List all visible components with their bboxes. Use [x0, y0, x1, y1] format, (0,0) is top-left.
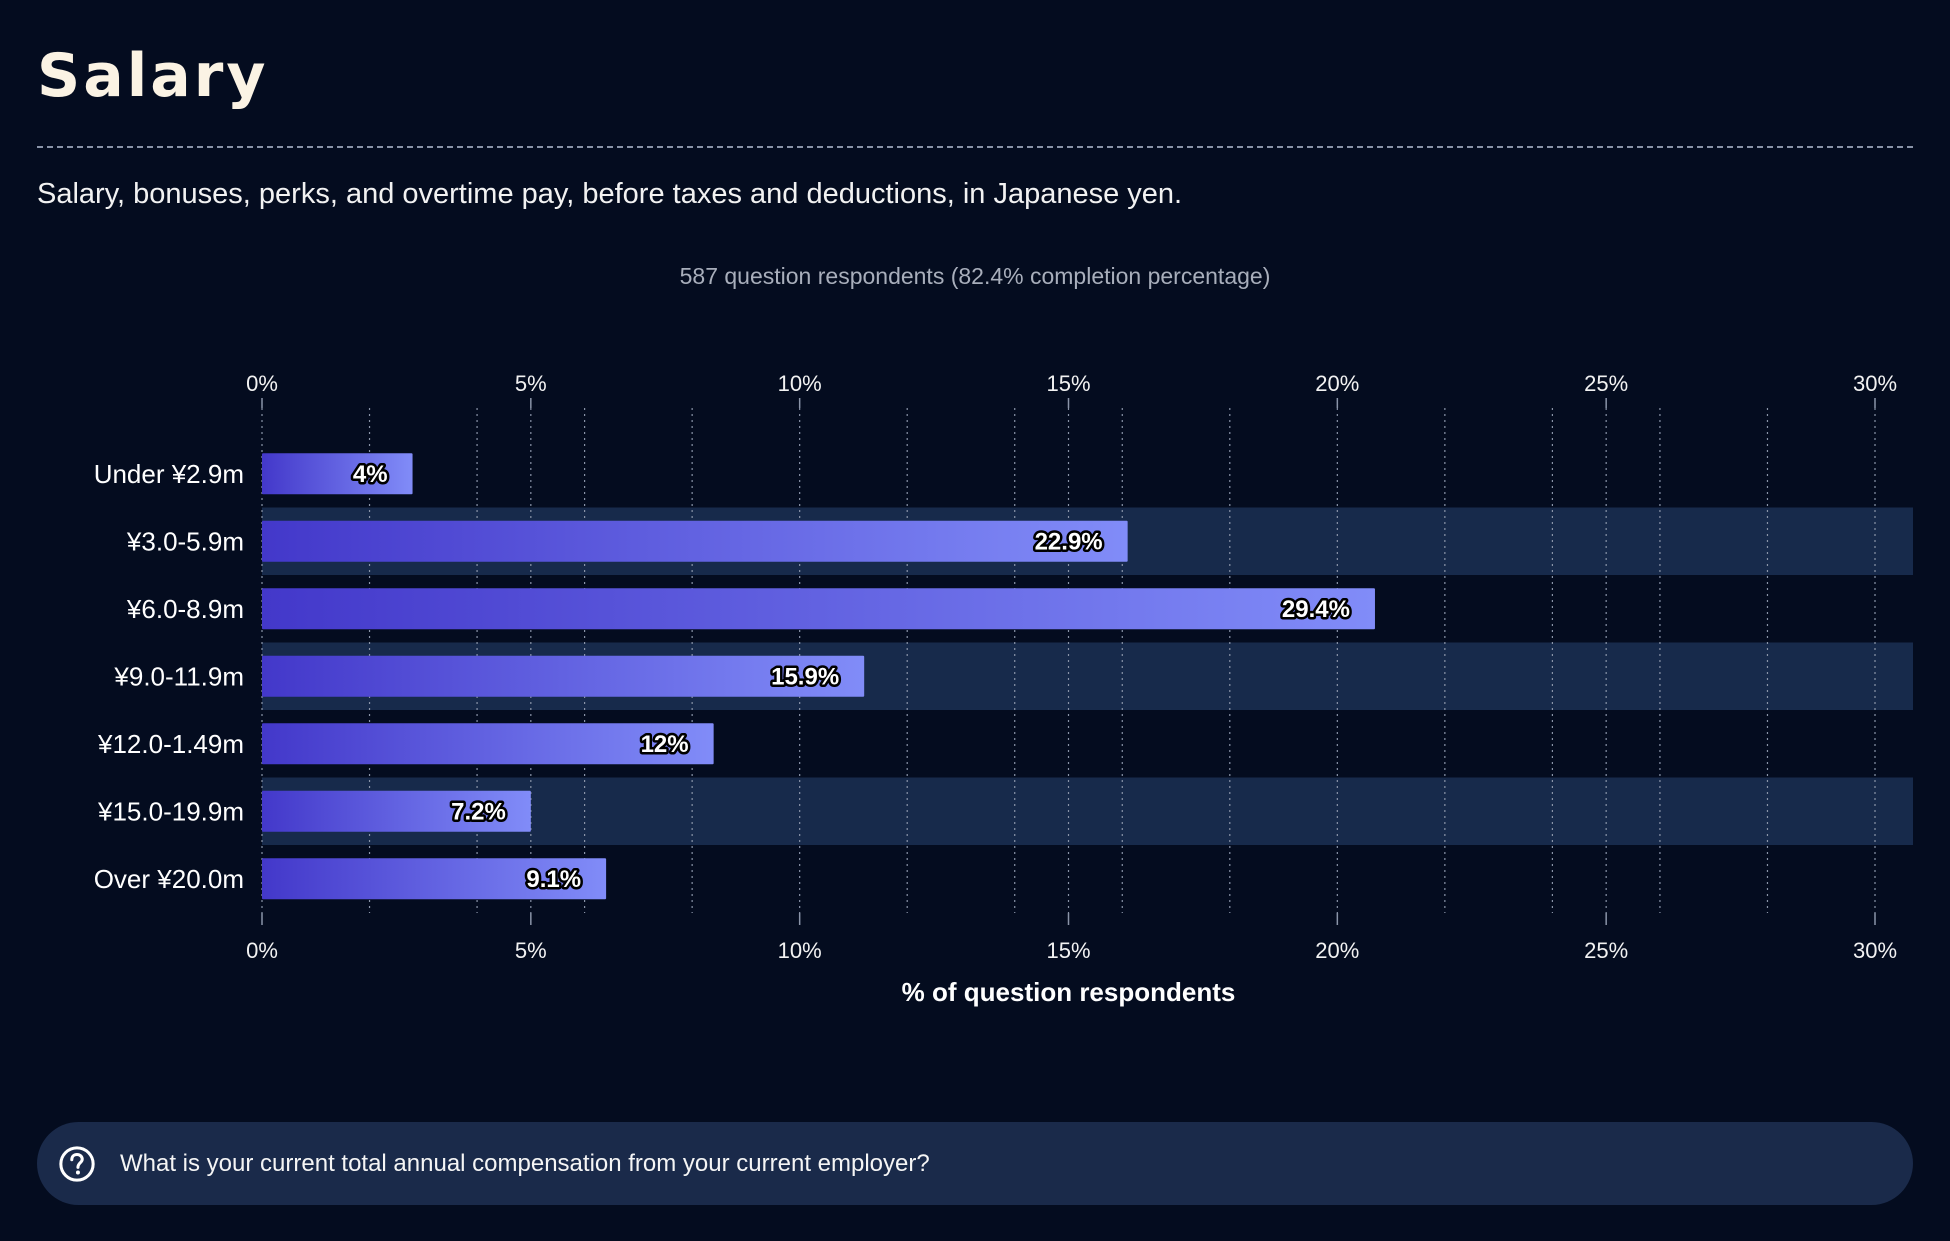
x-axis-title: % of question respondents: [902, 977, 1236, 1007]
bar: [262, 790, 531, 832]
question-text: What is your current total annual compen…: [120, 1149, 930, 1177]
category-label: ¥15.0-19.9m: [97, 796, 244, 826]
top-tick-label: 20%: [1315, 371, 1359, 396]
bottom-tick-label: 30%: [1853, 938, 1897, 963]
data-label: 22.9%: [1035, 528, 1103, 555]
top-tick-label: 25%: [1584, 371, 1628, 396]
top-tick-label: 5%: [515, 371, 547, 396]
category-label: ¥12.0-1.49m: [97, 729, 244, 759]
question-banner: What is your current total annual compen…: [37, 1122, 1913, 1205]
bar: [262, 655, 865, 697]
bar: [262, 858, 607, 900]
bottom-tick-label: 20%: [1315, 938, 1359, 963]
data-label: 12%: [641, 731, 689, 758]
bar: [262, 723, 714, 765]
bar: [262, 588, 1375, 630]
category-label: ¥3.0-5.9m: [126, 526, 244, 556]
labels: 0% 0% 5% 5% 10% 10% 15% 15% 20% 20% 25% 25% 30% 30% Un…: [94, 371, 1897, 1007]
bottom-tick-label: 0%: [246, 938, 278, 963]
top-tick-label: 0%: [246, 371, 278, 396]
bottom-tick-label: 5%: [515, 938, 547, 963]
row-band: [262, 777, 1913, 845]
page-title: Salary: [37, 41, 269, 111]
bottom-tick-label: 15%: [1046, 938, 1090, 963]
top-tick-label: 10%: [778, 371, 822, 396]
data-label: 29.4%: [1282, 596, 1350, 623]
respondents-count: 587 question respondents (82.4% completi…: [679, 263, 1271, 289]
data-label: 4%: [353, 461, 388, 488]
bar: [262, 453, 413, 495]
category-label: Under ¥2.9m: [94, 459, 244, 489]
bars: [262, 453, 1375, 900]
bottom-tick-label: 25%: [1584, 938, 1628, 963]
category-label: ¥9.0-11.9m: [113, 661, 244, 691]
data-label: 15.9%: [771, 663, 839, 690]
title-divider: [37, 146, 1913, 148]
top-tick-label: 15%: [1046, 371, 1090, 396]
top-tick-label: 30%: [1853, 371, 1897, 396]
category-label: ¥6.0-8.9m: [126, 594, 244, 624]
question-circle-icon: [59, 1145, 95, 1182]
data-label: 9.1%: [526, 866, 581, 893]
category-label: Over ¥20.0m: [94, 864, 244, 894]
chart-subtitle: Salary, bonuses, perks, and overtime pay…: [37, 178, 1183, 210]
bar: [262, 520, 1128, 562]
data-label: 7.2%: [451, 798, 506, 825]
bottom-tick-label: 10%: [778, 938, 822, 963]
